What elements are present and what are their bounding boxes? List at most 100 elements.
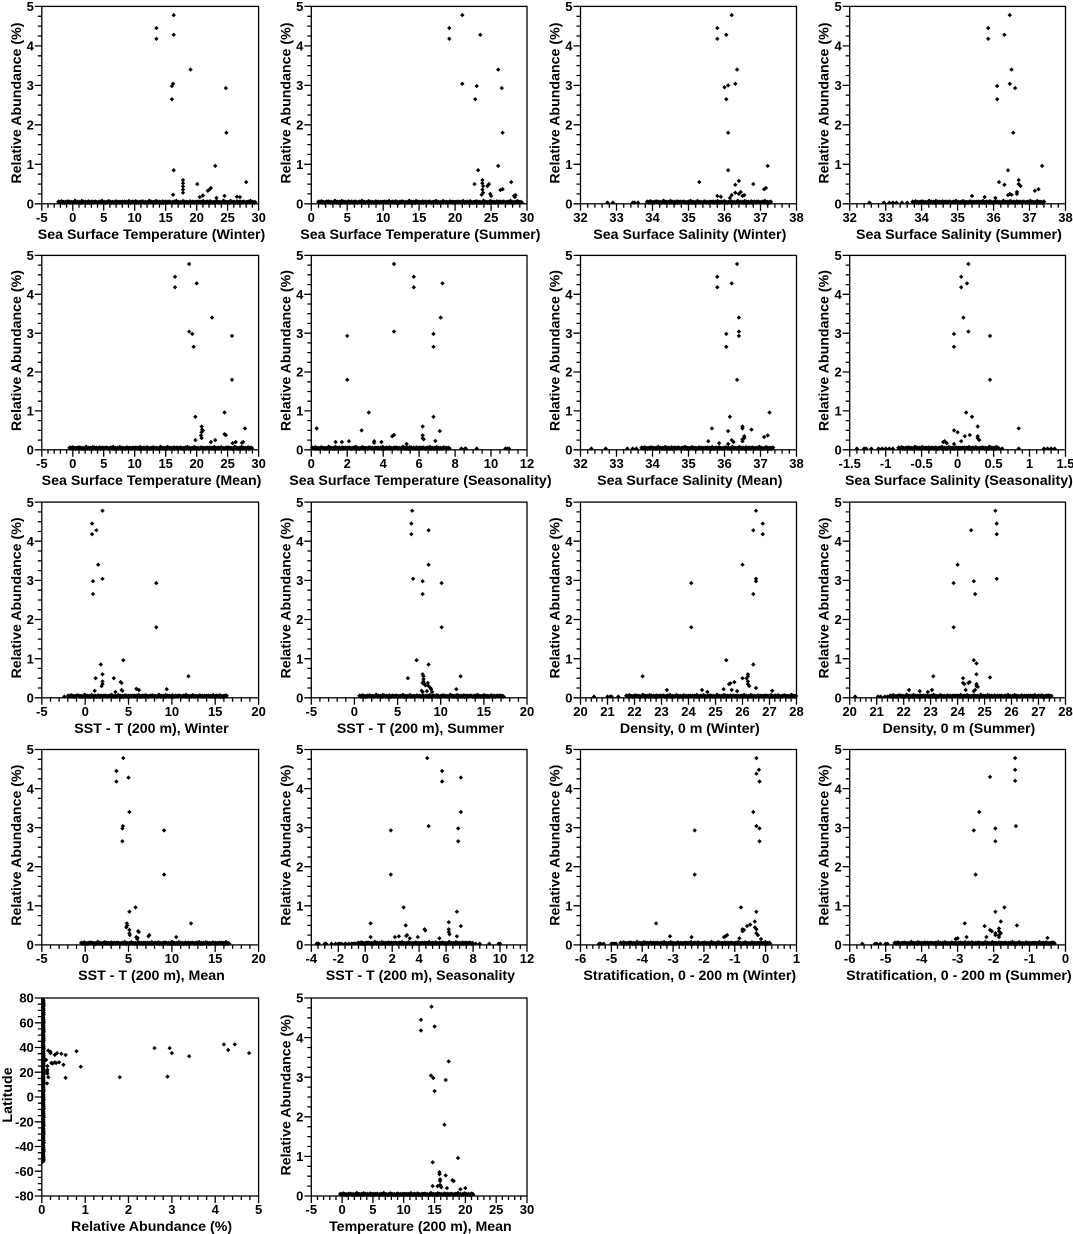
svg-text:-80: -80 [15, 1189, 34, 1204]
svg-text:5: 5 [296, 742, 303, 757]
svg-text:1: 1 [834, 157, 841, 172]
svg-text:4: 4 [296, 534, 304, 549]
svg-text:20: 20 [842, 704, 856, 719]
svg-text:0: 0 [296, 691, 303, 706]
svg-text:2: 2 [296, 365, 303, 380]
svg-text:24: 24 [681, 704, 696, 719]
svg-text:32: 32 [573, 456, 587, 471]
svg-text:0: 0 [27, 1090, 34, 1105]
svg-text:10: 10 [165, 951, 179, 966]
svg-text:1: 1 [296, 1149, 303, 1164]
svg-text:4: 4 [296, 781, 304, 796]
svg-text:20: 20 [458, 1202, 472, 1217]
svg-text:15: 15 [158, 456, 172, 471]
svg-text:Latitude: Latitude [0, 1067, 16, 1122]
svg-text:6: 6 [442, 951, 449, 966]
svg-text:3: 3 [565, 573, 572, 588]
svg-text:23: 23 [654, 704, 668, 719]
svg-text:10: 10 [493, 951, 507, 966]
svg-text:5: 5 [834, 248, 841, 263]
svg-text:Sea Surface Salinity (Summer): Sea Surface Salinity (Summer) [856, 227, 1062, 243]
svg-text:-40: -40 [15, 1139, 34, 1154]
svg-text:-6: -6 [575, 951, 587, 966]
svg-text:2: 2 [834, 612, 841, 627]
svg-text:1.5: 1.5 [1056, 456, 1073, 471]
svg-text:25: 25 [220, 210, 234, 225]
svg-text:2: 2 [389, 951, 396, 966]
svg-text:2: 2 [27, 365, 34, 380]
svg-text:0: 0 [834, 938, 841, 953]
svg-text:Relative Abundance (%): Relative Abundance (%) [278, 22, 294, 183]
svg-text:28: 28 [789, 704, 803, 719]
svg-text:Sea Surface Salinity (Mean): Sea Surface Salinity (Mean) [597, 473, 783, 489]
svg-text:1: 1 [27, 651, 34, 666]
svg-text:0: 0 [296, 1189, 303, 1204]
svg-text:Stratification, 0 - 200 m (Win: Stratification, 0 - 200 m (Winter) [583, 968, 796, 984]
svg-text:27: 27 [762, 704, 776, 719]
svg-text:34: 34 [914, 210, 929, 225]
svg-text:10: 10 [165, 704, 179, 719]
svg-text:4: 4 [565, 39, 573, 54]
svg-text:1: 1 [834, 899, 841, 914]
svg-text:2: 2 [834, 859, 841, 874]
svg-text:4: 4 [834, 39, 842, 54]
svg-text:3: 3 [27, 78, 34, 93]
svg-text:33: 33 [609, 456, 623, 471]
svg-text:33: 33 [878, 210, 892, 225]
svg-text:3: 3 [834, 820, 841, 835]
svg-text:0: 0 [565, 443, 572, 458]
svg-text:-20: -20 [15, 1115, 34, 1130]
svg-text:36: 36 [986, 210, 1000, 225]
svg-text:SST - T (200 m), Seasonality: SST - T (200 m), Seasonality [326, 968, 515, 984]
svg-text:0: 0 [565, 197, 572, 212]
svg-text:4: 4 [27, 534, 35, 549]
svg-text:Sea Surface Temperature (Winte: Sea Surface Temperature (Winter) [38, 227, 266, 243]
svg-text:1: 1 [565, 404, 572, 419]
svg-text:4: 4 [834, 534, 842, 549]
svg-text:5: 5 [394, 704, 401, 719]
svg-text:0: 0 [296, 443, 303, 458]
svg-text:21: 21 [869, 704, 883, 719]
svg-text:Relative Abundance (%): Relative Abundance (%) [817, 764, 833, 925]
svg-text:15: 15 [412, 210, 426, 225]
svg-text:2: 2 [834, 365, 841, 380]
svg-text:-5: -5 [606, 951, 618, 966]
svg-text:1: 1 [565, 899, 572, 914]
svg-text:15: 15 [158, 210, 172, 225]
svg-text:2: 2 [296, 1110, 303, 1125]
svg-text:Relative Abundance (%): Relative Abundance (%) [548, 517, 564, 678]
svg-text:1: 1 [834, 651, 841, 666]
svg-text:3: 3 [565, 820, 572, 835]
svg-text:5: 5 [296, 0, 303, 14]
svg-text:5: 5 [565, 495, 572, 510]
svg-text:38: 38 [789, 456, 803, 471]
svg-text:4: 4 [296, 1030, 304, 1045]
svg-text:3: 3 [296, 1070, 303, 1085]
svg-text:5: 5 [125, 951, 132, 966]
svg-text:3: 3 [296, 820, 303, 835]
svg-text:3: 3 [168, 1202, 175, 1217]
svg-text:0: 0 [834, 443, 841, 458]
svg-text:4: 4 [27, 39, 35, 54]
svg-text:0: 0 [27, 197, 34, 212]
svg-text:Relative Abundance (%): Relative Abundance (%) [817, 517, 833, 678]
svg-text:Temperature (200 m), Mean: Temperature (200 m), Mean [329, 1219, 512, 1234]
svg-text:23: 23 [923, 704, 937, 719]
svg-text:-2: -2 [988, 951, 1000, 966]
svg-text:34: 34 [645, 456, 660, 471]
svg-text:8: 8 [451, 456, 458, 471]
svg-text:0: 0 [954, 456, 961, 471]
svg-text:Relative Abundance (%): Relative Abundance (%) [9, 764, 25, 925]
svg-text:22: 22 [896, 704, 910, 719]
svg-text:34: 34 [645, 210, 660, 225]
svg-text:0: 0 [1062, 951, 1069, 966]
svg-text:Stratification, 0 - 200 m (Sum: Stratification, 0 - 200 m (Summer) [846, 968, 1072, 984]
svg-text:Sea Surface Salinity (Winter): Sea Surface Salinity (Winter) [593, 227, 786, 243]
svg-text:-5: -5 [36, 210, 48, 225]
svg-text:1: 1 [565, 651, 572, 666]
svg-text:0: 0 [69, 456, 76, 471]
svg-text:5: 5 [255, 1202, 262, 1217]
svg-text:25: 25 [708, 704, 722, 719]
svg-text:1: 1 [82, 1202, 89, 1217]
svg-text:22: 22 [627, 704, 641, 719]
